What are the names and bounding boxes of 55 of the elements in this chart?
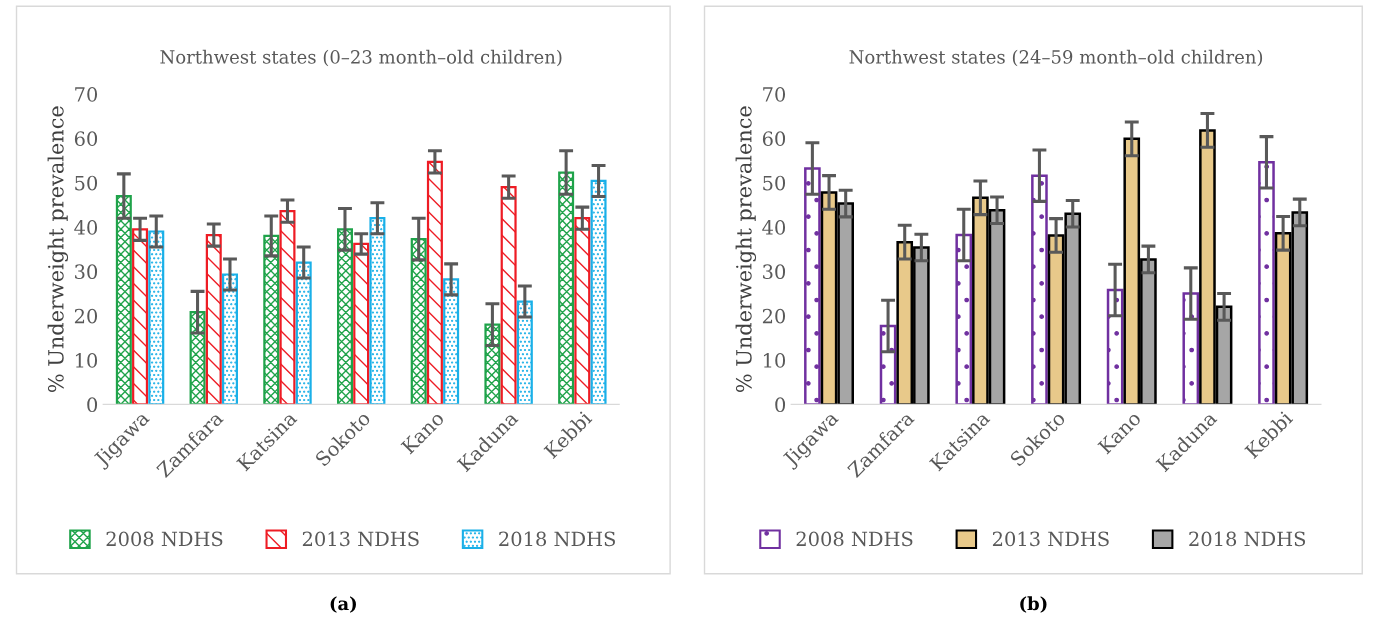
y-tick-label: 10 (75, 353, 98, 368)
bar (1258, 161, 1275, 405)
y-tick-label: 20 (74, 308, 98, 324)
bar (221, 273, 238, 405)
legend-label: 2013 NDHS (992, 531, 1109, 547)
bar (205, 233, 222, 405)
bar (132, 228, 149, 405)
y-tick-label: 20 (762, 308, 786, 324)
y-tick-label: 0 (87, 397, 98, 413)
text: (a) (330, 596, 356, 613)
legend-label: 2018 NDHS (499, 531, 615, 547)
y-axis-title: % Underweight prevalence (735, 106, 757, 392)
bar (295, 261, 312, 405)
y-tick-label: 30 (75, 264, 98, 280)
bar (1182, 292, 1200, 405)
y-tick-label: 30 (763, 264, 786, 280)
legend-label: 2018 NDHS (1189, 531, 1306, 547)
chart-title: Northwest states (0–23 month–old children) (160, 49, 562, 67)
y-tick-label: 10 (763, 353, 786, 368)
y-tick-label: 50 (763, 175, 786, 191)
bar (189, 311, 206, 405)
y-tick-label: 0 (775, 397, 786, 413)
bar (336, 228, 353, 405)
bar (1031, 174, 1048, 405)
y-tick-label: 70 (763, 87, 786, 102)
legend-label: 2008 NDHS (796, 531, 913, 547)
y-tick-label: 70 (75, 87, 98, 102)
chart-title: Northwest states (24–59 month–old children) (849, 49, 1263, 67)
bar (148, 230, 165, 405)
bar (426, 160, 443, 405)
y-axis-title: % Underweight prevalence (47, 106, 69, 392)
bar (410, 237, 427, 405)
y-tick-label: 60 (762, 131, 786, 147)
legend-label: 2008 NDHS (106, 531, 223, 547)
bar (115, 194, 132, 405)
y-tick-label: 40 (762, 220, 786, 235)
bar (279, 209, 296, 405)
bar (484, 323, 501, 405)
bar (443, 278, 460, 405)
bar (500, 186, 517, 405)
text: (b) (1020, 596, 1047, 613)
bar (353, 242, 370, 405)
bar (590, 179, 607, 405)
bar (369, 217, 386, 405)
y-tick-label: 60 (74, 131, 98, 147)
bar (263, 234, 280, 405)
y-tick-label: 50 (75, 175, 98, 191)
bar (574, 217, 591, 405)
y-tick-label: 40 (74, 220, 98, 235)
bar (955, 233, 973, 405)
bar (558, 171, 575, 405)
bar (1106, 288, 1124, 405)
bar (804, 167, 821, 405)
legend-label: 2013 NDHS (302, 531, 419, 547)
bar (516, 300, 533, 405)
